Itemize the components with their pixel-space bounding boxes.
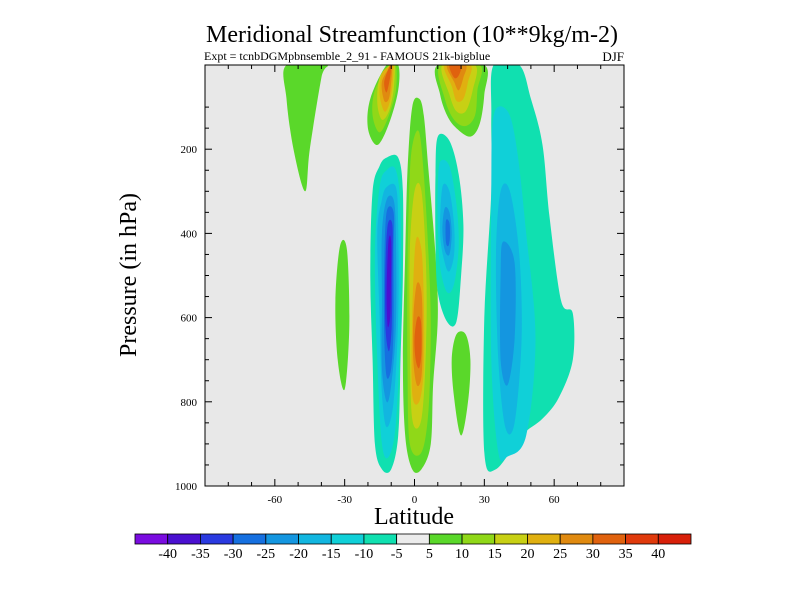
- colorbar-swatch: [167, 533, 201, 545]
- contour-region-5: [451, 331, 471, 436]
- chart-subtitle: Expt = tcnbDGMpbnsemble_2_91 - FAMOUS 21…: [204, 49, 490, 63]
- colorbar-swatch: [265, 533, 299, 545]
- colorbar-label: 40: [651, 547, 665, 562]
- colorbar-swatch: [559, 533, 594, 545]
- colorbar-swatch: [363, 533, 398, 545]
- colorbar-swatch: [200, 533, 234, 545]
- contour-region-30: [414, 316, 422, 369]
- colorbar-swatch: [232, 533, 267, 545]
- colorbar-label: -5: [391, 547, 403, 562]
- contour-region-neg25: [445, 219, 451, 247]
- y-tick-label: 800: [181, 397, 198, 409]
- y-tick-label: 1000: [175, 481, 198, 493]
- x-tick-label: -60: [267, 494, 282, 506]
- colorbar-label: 30: [586, 547, 600, 562]
- contour-region-neg35: [386, 235, 392, 328]
- contour-region-30: [384, 65, 392, 93]
- x-tick-label: 30: [479, 494, 491, 506]
- y-tick-label: 400: [181, 228, 198, 240]
- colorbar-swatch: [592, 533, 626, 545]
- colorbar-label: -25: [256, 547, 275, 562]
- axis-tick-labels: -60 -30 0 30 60 200 400 600 800 1000: [175, 144, 560, 506]
- colorbar-swatch: [298, 533, 332, 545]
- colorbar-label: -30: [224, 547, 243, 562]
- colorbar-swatch: [461, 533, 496, 545]
- colorbar-swatch: [494, 533, 528, 545]
- y-tick-label: 600: [181, 313, 198, 325]
- colorbar-label: 20: [520, 547, 534, 562]
- colorbar-swatch: [396, 533, 430, 545]
- colorbar-label: 5: [426, 547, 433, 562]
- contour-region-5: [335, 239, 350, 391]
- chart-title: Meridional Streamfunction (10**9kg/m-2): [206, 22, 618, 48]
- contour-regions: [283, 65, 575, 473]
- x-axis-label: Latitude: [374, 504, 454, 530]
- colorbar-label: -10: [355, 547, 374, 562]
- colorbar-label: -40: [158, 547, 177, 562]
- x-tick-label: 60: [549, 494, 561, 506]
- colorbar-swatch: [134, 533, 169, 545]
- colorbar-swatch: [625, 533, 659, 545]
- contour-region-30: [449, 65, 462, 79]
- colorbar-swatch: [428, 533, 463, 545]
- x-tick-label: 0: [412, 494, 418, 506]
- season-label: DJF: [602, 49, 624, 64]
- colorbar-swatch: [657, 533, 692, 545]
- contour-region-neg20: [500, 241, 516, 386]
- colorbar-swatch: [527, 533, 561, 545]
- x-tick-label: -30: [337, 494, 352, 506]
- colorbar: -40 -35 -30 -25 -20 -15 -10 -5 5 10 15 20 25 30 35 40: [134, 533, 692, 562]
- contour-region-5: [283, 65, 329, 192]
- plot-area: -60 -30 0 30 60 200 400 600 800 1000: [175, 64, 625, 506]
- y-tick-label: 200: [181, 144, 198, 156]
- colorbar-label: -35: [191, 547, 210, 562]
- colorbar-label: 10: [455, 547, 469, 562]
- colorbar-label: 25: [553, 547, 567, 562]
- colorbar-label: 35: [619, 547, 633, 562]
- axis-ticks: [205, 65, 624, 487]
- colorbar-swatch: [330, 533, 365, 545]
- y-axis-label: Pressure (in hPa): [116, 193, 142, 357]
- colorbar-label: -20: [289, 547, 308, 562]
- colorbar-label: -15: [322, 547, 341, 562]
- colorbar-label: 15: [488, 547, 502, 562]
